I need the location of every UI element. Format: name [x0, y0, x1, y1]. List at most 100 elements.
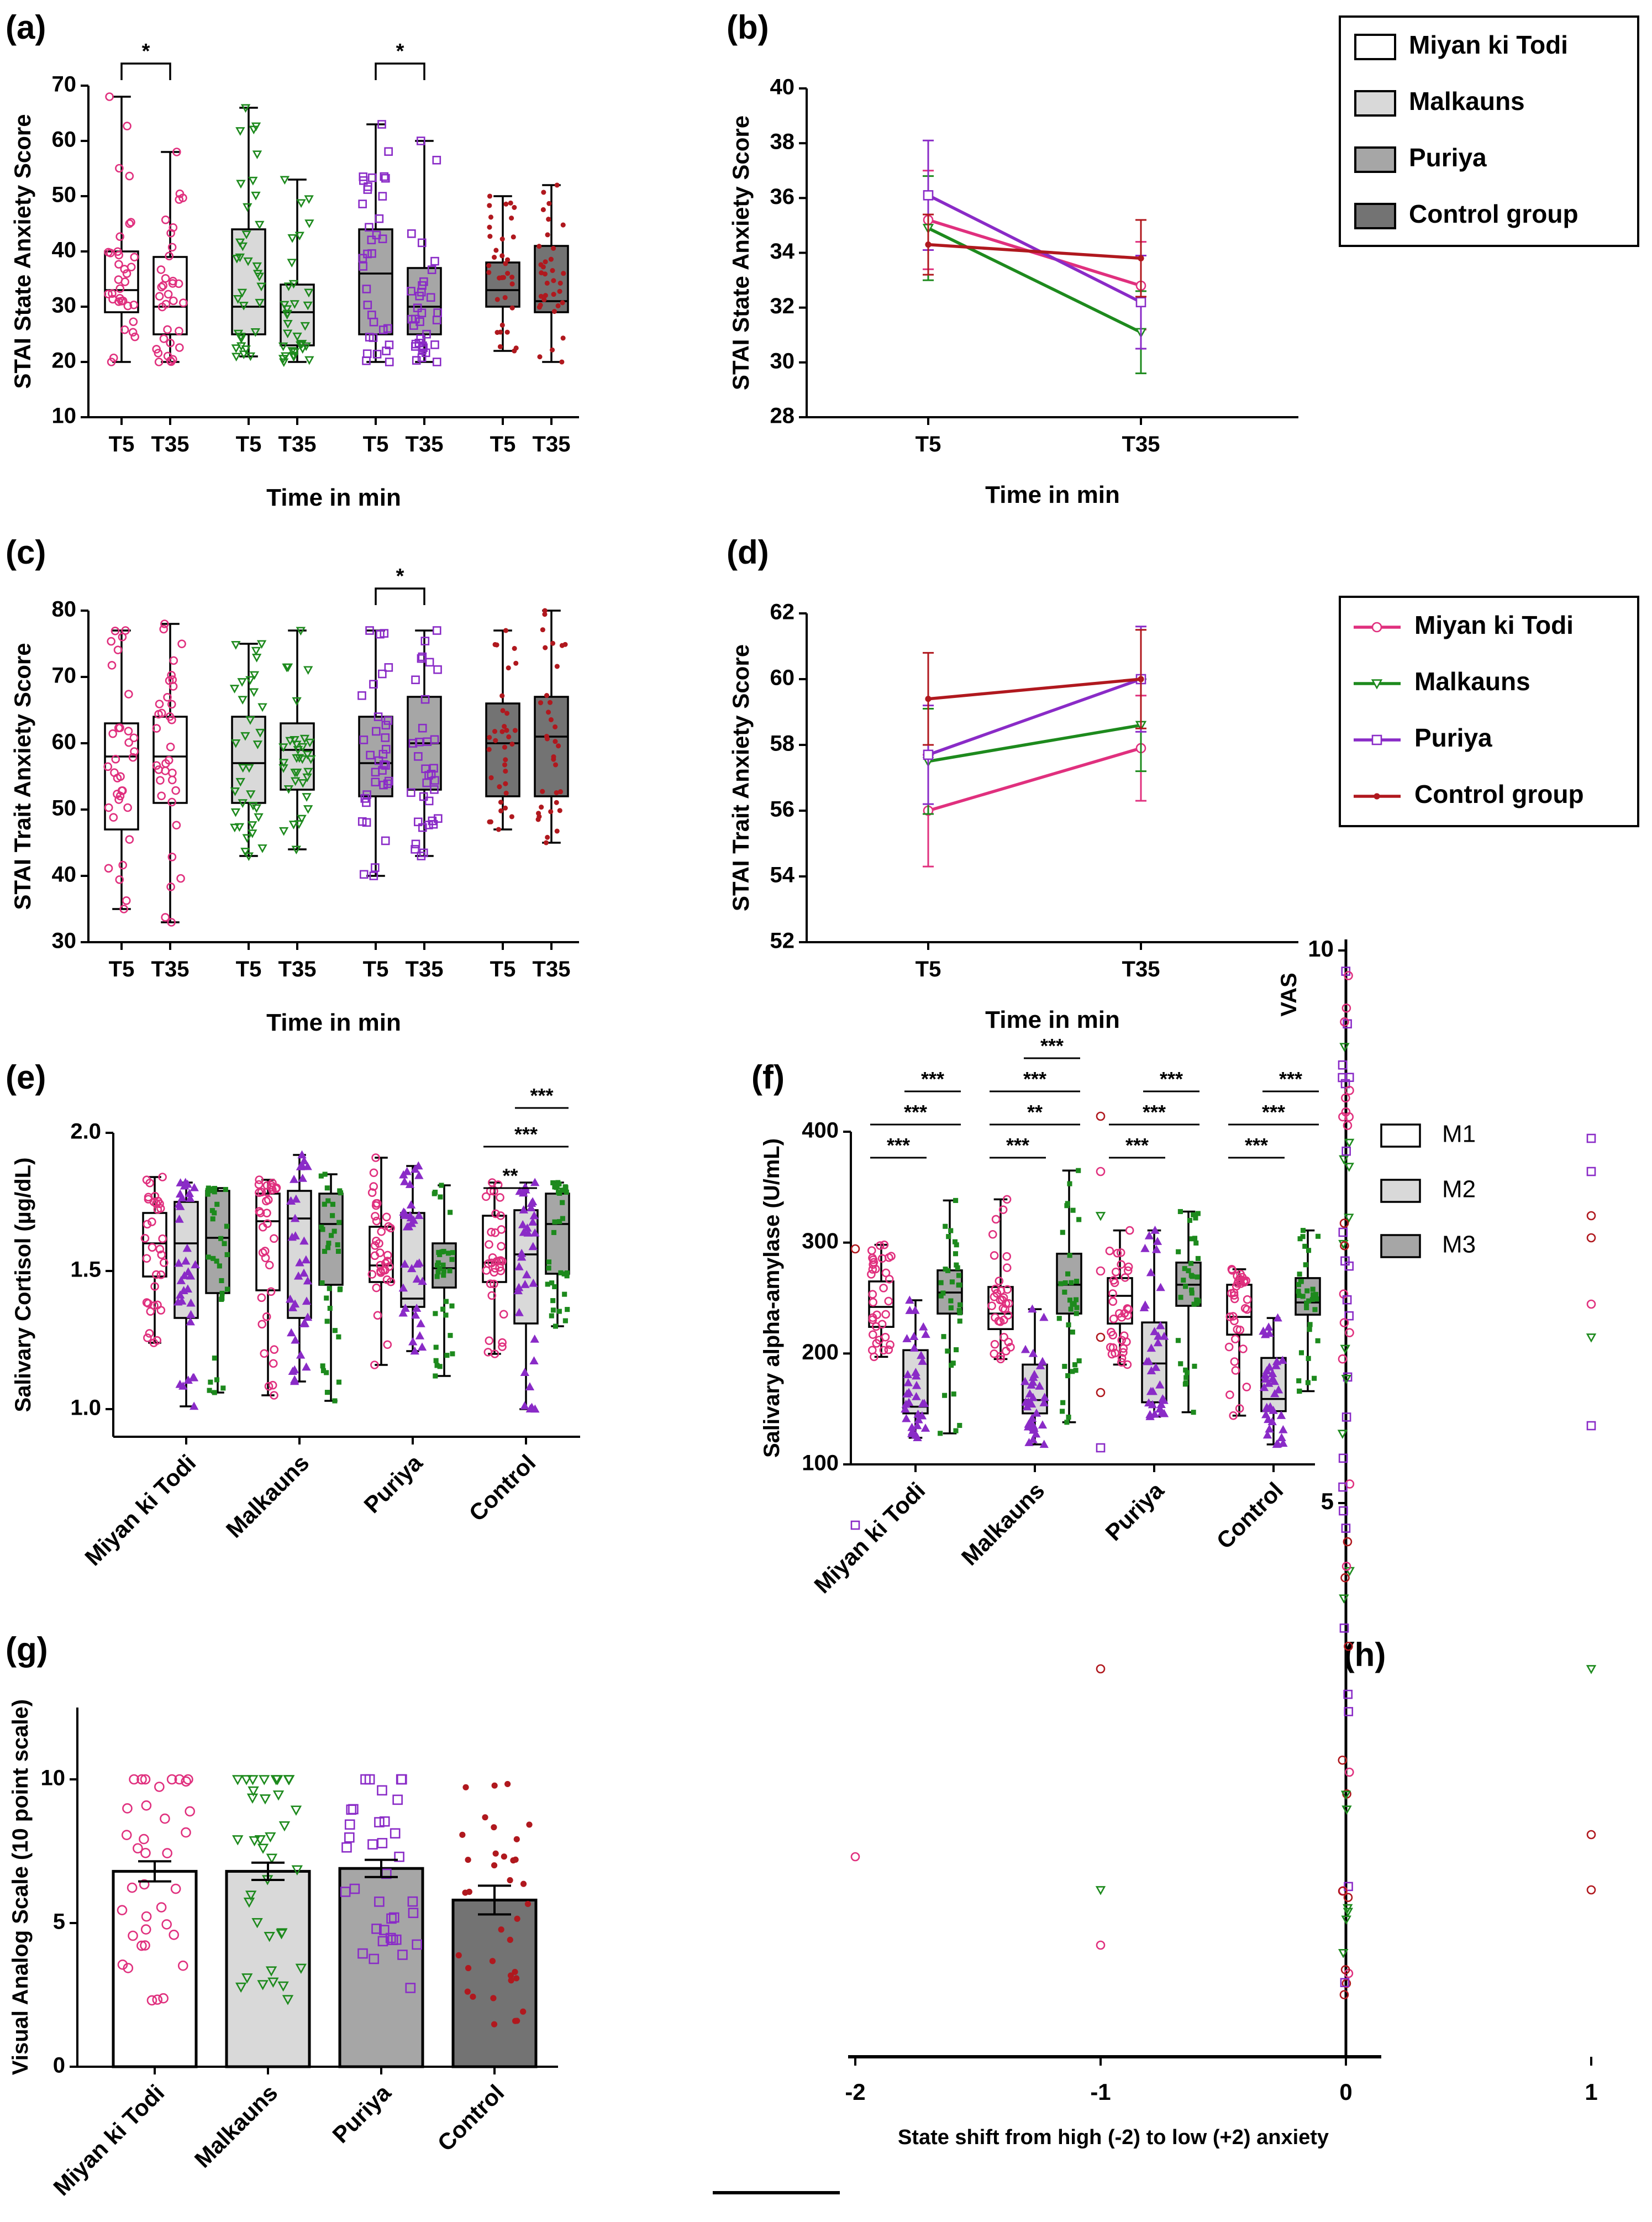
scatter-point	[1341, 1915, 1351, 1925]
y-tick-label: 56	[770, 797, 795, 822]
data-point	[114, 260, 123, 269]
data-point	[1297, 1236, 1303, 1242]
scatter-point	[1343, 1893, 1353, 1902]
data-point	[238, 242, 248, 251]
data-point	[1139, 1303, 1149, 1311]
data-point	[411, 1164, 420, 1173]
data-point	[290, 1805, 302, 1816]
data-point	[257, 1188, 266, 1197]
data-point	[231, 739, 241, 748]
data-point	[509, 814, 514, 820]
data-point	[303, 1276, 313, 1285]
data-point	[869, 1330, 877, 1339]
data-point	[242, 834, 252, 843]
x-tick-label: T35	[406, 432, 444, 456]
data-point	[232, 1775, 244, 1785]
data-point	[1024, 1438, 1034, 1446]
data-point	[509, 216, 514, 221]
data-point	[383, 324, 392, 333]
data-point	[175, 343, 184, 352]
data-point	[504, 329, 510, 335]
data-point	[133, 1843, 143, 1854]
data-point	[139, 1879, 150, 1890]
data-point	[1224, 1342, 1234, 1352]
data-point	[255, 728, 265, 738]
data-point	[290, 1365, 299, 1374]
data-point	[367, 249, 376, 258]
data-point	[1183, 1375, 1189, 1380]
scatter-point	[1586, 1211, 1596, 1221]
data-point	[236, 334, 246, 344]
data-point	[276, 1929, 287, 1940]
data-point	[1271, 1360, 1281, 1369]
data-point	[115, 284, 125, 293]
data-point	[303, 768, 313, 777]
panel-label: (a)	[6, 9, 46, 46]
data-point	[279, 358, 289, 367]
data-point	[884, 1296, 893, 1306]
data-point	[166, 883, 175, 891]
data-point	[1111, 1348, 1119, 1358]
data-point	[257, 1320, 267, 1329]
data-point	[302, 1362, 311, 1371]
data-point	[1002, 1195, 1012, 1204]
data-point	[288, 821, 299, 829]
data-point	[433, 1311, 438, 1316]
data-point	[1260, 1370, 1270, 1379]
data-point	[369, 317, 378, 327]
data-point	[214, 1377, 220, 1383]
data-point	[501, 1853, 507, 1860]
data-point	[1028, 1304, 1037, 1313]
x-tick-label: T35	[151, 432, 190, 456]
data-point	[487, 1227, 496, 1237]
data-point	[867, 1270, 876, 1279]
scatter-point	[1340, 1344, 1350, 1354]
scatter-point	[1341, 1093, 1350, 1103]
data-point	[954, 1242, 959, 1248]
data-point	[290, 777, 301, 786]
data-point	[565, 1307, 570, 1312]
data-point	[299, 1236, 309, 1245]
data-point	[174, 1258, 183, 1267]
data-point	[218, 1236, 224, 1241]
box-plot	[432, 1183, 457, 1379]
data-point	[1068, 1306, 1074, 1312]
data-point	[1072, 1362, 1078, 1368]
data-point	[1110, 1278, 1119, 1288]
y-axis-title: STAI Trait Anxiety Score	[9, 643, 35, 910]
data-point	[169, 1930, 180, 1940]
data-point	[287, 234, 297, 243]
data-point	[1029, 1421, 1038, 1430]
data-point	[438, 1194, 443, 1200]
significance-label: *	[396, 565, 404, 588]
data-point	[172, 148, 181, 156]
data-point	[1276, 1411, 1286, 1419]
data-point	[299, 1268, 309, 1277]
data-point	[303, 1162, 312, 1170]
data-point	[254, 1180, 264, 1189]
data-point	[433, 665, 442, 674]
data-point	[537, 354, 543, 360]
y-tick-label: 5	[1321, 1488, 1334, 1514]
data-point	[459, 1831, 466, 1838]
box-iqr	[534, 696, 569, 797]
data-point	[362, 356, 371, 365]
scatter-point	[1338, 1886, 1348, 1896]
scatter-point	[1338, 1453, 1348, 1463]
data-point	[269, 1359, 278, 1368]
data-point	[1243, 1295, 1252, 1304]
data-point	[1156, 1400, 1166, 1409]
data-point	[540, 627, 545, 633]
x-tick-label: Malkauns	[956, 1477, 1050, 1570]
data-point	[282, 329, 293, 339]
data-point	[412, 1304, 422, 1312]
data-point	[325, 1198, 331, 1204]
data-point	[430, 256, 439, 266]
data-point	[239, 302, 249, 311]
data-point	[465, 1964, 472, 1972]
data-point	[327, 1306, 333, 1311]
data-point	[1148, 1400, 1158, 1409]
data-point	[948, 1228, 954, 1233]
y-tick-label: 30	[770, 349, 795, 373]
box-plot	[152, 148, 188, 366]
